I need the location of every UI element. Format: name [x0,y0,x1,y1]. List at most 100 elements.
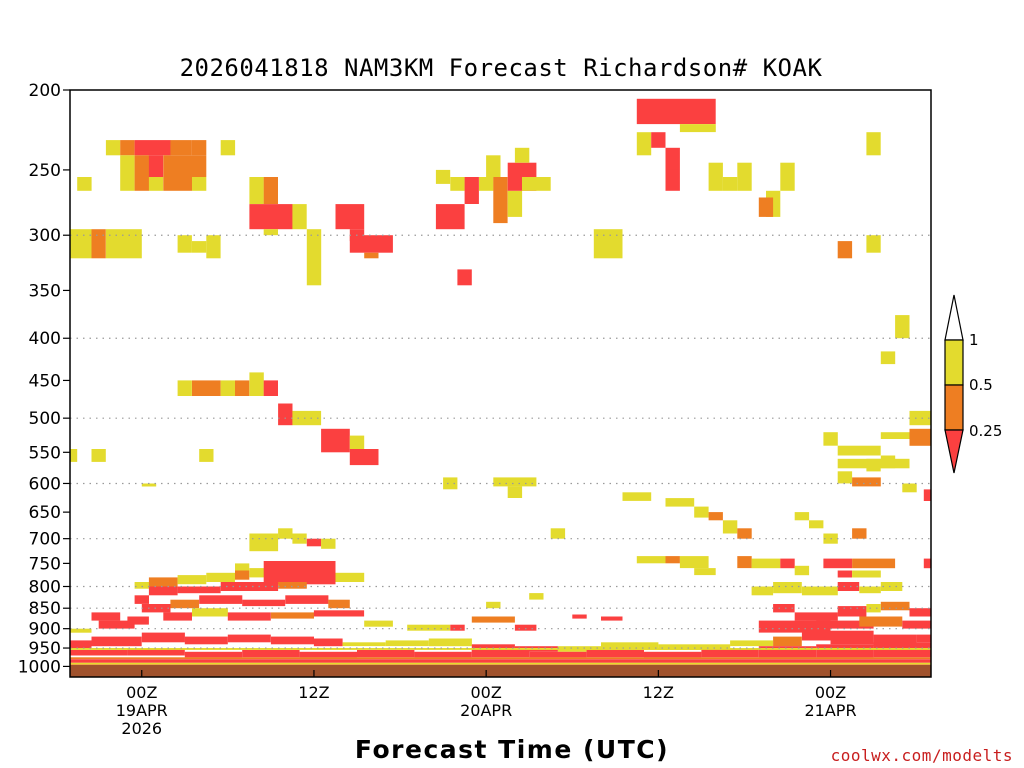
y-tick-label: 700 [29,530,61,550]
ground-band [70,665,931,677]
ri-patch-139 [220,582,279,591]
ri-patch-185 [385,640,429,647]
y-tick-label: 750 [29,554,61,574]
ri-patch-211 [816,644,874,658]
ri-patch-151 [313,610,365,617]
ri-patch-149 [227,612,271,621]
ri-patch-20 [292,204,307,230]
y-tick-label: 250 [29,161,61,181]
x-tick-label: 21APR [805,701,857,720]
ri-patch-18 [249,204,293,230]
ri-patch-70 [349,435,365,449]
ri-patch-56 [780,162,795,191]
y-tick-label: 800 [29,577,61,597]
ri-patch-85 [852,528,867,539]
ri-patch-169 [837,606,867,617]
pressure-gridlines [70,234,931,649]
ri-patch-67 [278,403,293,426]
ri-patch-111 [823,558,853,569]
richardson-patches [70,98,931,665]
ri-patch-119 [292,533,307,544]
ri-patch-148 [192,608,228,617]
ri-patch-200 [184,651,243,658]
ri-patch-30 [206,235,221,259]
x-tick-label: 2026 [121,719,162,738]
ri-patch-29 [192,241,207,253]
ri-patch-181 [227,634,271,643]
ri-patch-97 [837,471,853,484]
ri-patch-155 [471,616,515,623]
ri-patch-210 [758,646,817,658]
ri-patch-183 [313,638,343,647]
y-tick-label: 200 [29,81,61,101]
ri-patch-162 [773,582,802,594]
ri-patch-132 [70,628,92,633]
ri-patch-196 [873,634,917,647]
ri-patch-114 [837,570,853,578]
ri-patch-147 [163,612,192,621]
ri-patch-81 [708,512,723,521]
ri-patch-52 [708,162,723,191]
ri-patch-126 [206,572,235,582]
ri-patch-96 [794,565,810,576]
y-tick-label: 650 [29,503,61,523]
ri-patch-130 [335,572,365,582]
y-axis: 200 250 300 350 400 450 500 550 600 650 700 750 8008… [18,81,70,677]
ri-patch-40 [507,190,523,217]
legend-arrow-top [944,294,964,341]
ri-patch-31 [306,229,322,286]
ri-patch-43 [457,269,472,286]
ri-patch-142 [170,599,200,609]
ri-patch-57 [758,197,774,217]
ri-patch-133 [91,612,121,621]
ri-patch-69 [321,428,350,453]
ri-patch-99 [852,477,881,487]
ri-patch-77 [507,486,523,498]
ri-patch-44 [522,177,551,191]
ri-patch-144 [242,599,286,607]
plot-frame [69,89,932,678]
legend-swatch-lt05 [944,384,964,431]
ri-patch-118 [278,528,293,539]
ri-patch-137 [148,586,178,596]
ri-patch-108 [880,351,896,365]
x-tick-label: 12Z [643,683,674,702]
ri-patch-61 [177,380,192,396]
y-tick-label: 550 [29,443,61,463]
ri-patch-94 [751,558,781,569]
ri-patch-35 [435,204,465,230]
ri-patch-158 [601,616,623,621]
ri-patch-163 [801,586,838,596]
ri-patch-198 [70,649,128,656]
ri-patch-82 [722,520,738,534]
x-tick-label: 00Z [815,683,846,702]
ri-patch-218 [70,662,931,665]
ri-patch-140 [278,582,307,589]
ri-patch-172 [909,608,931,617]
ri-patch-122 [141,483,157,487]
ri-patch-16 [249,177,264,204]
ri-patch-10 [134,177,149,191]
ri-patch-182 [270,636,314,645]
ri-patch-73 [91,449,106,462]
ri-patch-8 [163,155,207,177]
ri-patch-178 [91,636,142,647]
ri-patch-91 [679,556,709,569]
ri-patch-216 [70,648,931,650]
ri-patch-102 [837,445,881,456]
legend-swatch-lt1 [944,339,964,386]
ri-patch-83 [737,528,752,539]
ri-patch-201 [242,649,300,658]
ri-patch-152 [364,620,393,627]
y-tick-label: 350 [29,281,61,301]
ri-patch-25 [70,229,92,259]
ri-patch-124 [148,577,178,587]
ri-patch-93 [737,556,752,569]
ri-patch-146 [328,599,350,609]
ri-patch-150 [270,612,314,619]
ri-patch-33 [450,177,465,191]
ri-patch-60 [866,235,881,253]
ri-patch-45 [593,229,623,259]
ri-patch-76 [493,477,537,487]
legend-label: 1 [969,331,979,349]
